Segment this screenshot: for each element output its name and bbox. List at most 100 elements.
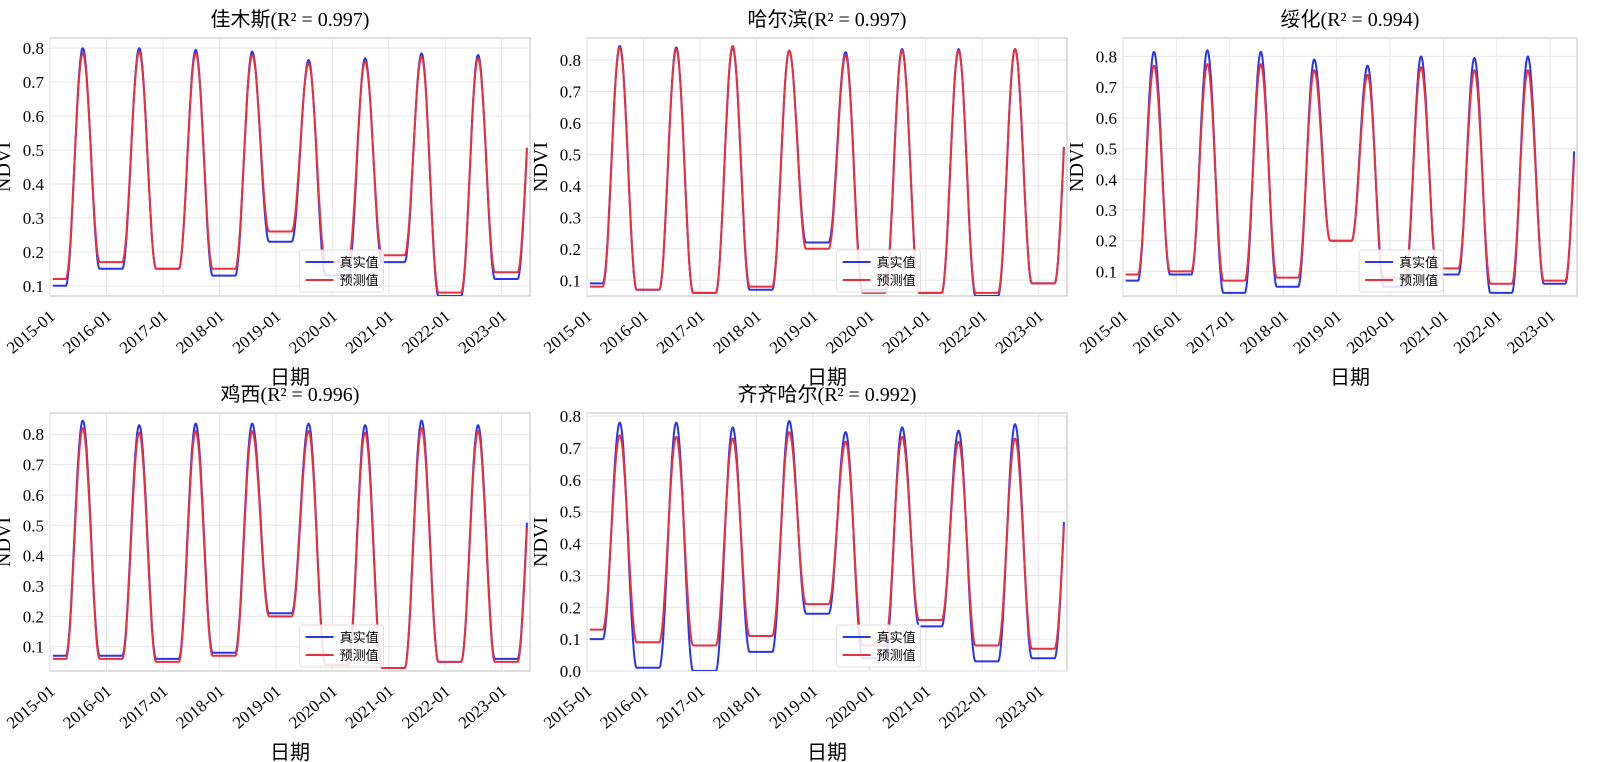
chart-title: 鸡西(R² = 0.996): [221, 383, 360, 406]
y-axis-label: NDVI: [0, 517, 15, 567]
legend-box: [299, 249, 385, 293]
y-tick-label: 0.4: [1096, 170, 1118, 189]
y-tick-label: 0.3: [23, 577, 44, 596]
y-tick-label: 0.7: [23, 73, 45, 92]
x-tick-label: 2017-01: [1183, 307, 1239, 358]
x-tick-label: 2016-01: [1129, 307, 1185, 358]
x-tick-label: 2016-01: [59, 682, 115, 733]
x-tick-label: 2018-01: [172, 682, 228, 733]
y-tick-label: 0.2: [23, 607, 44, 626]
y-tick-label: 0.1: [560, 271, 581, 290]
y-tick-label: 0.2: [560, 598, 581, 617]
x-tick-label: 2019-01: [1290, 307, 1346, 358]
chart-title: 佳木斯(R² = 0.997): [211, 8, 370, 31]
x-tick-label: 2018-01: [709, 307, 765, 358]
series-line-pred: [52, 50, 528, 294]
legend-box: [299, 624, 385, 668]
x-tick-label: 2023-01: [1503, 307, 1559, 358]
chart-title: 哈尔滨(R² = 0.997): [748, 8, 907, 31]
y-tick-label: 0.7: [23, 456, 45, 475]
y-tick-label: 0.8: [23, 39, 44, 58]
y-tick-label: 0.5: [560, 503, 581, 522]
x-tick-label: 2022-01: [1450, 307, 1506, 358]
legend-box: [836, 249, 922, 293]
y-tick-label: 0.3: [1096, 201, 1117, 220]
plot-area: [586, 37, 1068, 297]
legend-label: 预测值: [340, 648, 379, 663]
y-tick-label: 0.1: [23, 277, 44, 296]
x-tick-label: 2015-01: [540, 307, 596, 358]
chart-title: 绥化(R² = 0.994): [1281, 8, 1420, 31]
y-tick-label: 0.3: [560, 566, 581, 585]
legend-label: 真实值: [877, 630, 916, 645]
x-tick-label: 2020-01: [822, 307, 878, 358]
y-tick-label: 0.7: [560, 82, 582, 101]
y-axis-label: NDVI: [1066, 142, 1088, 192]
x-tick-label: 2019-01: [766, 682, 822, 733]
plot-area: [49, 412, 531, 672]
chart-panel-5: 0.0 0.1 0.2 0.3 0.4 0.5 0.6 0.7 0.8 2015-01 2016-0…: [530, 383, 1068, 762]
x-tick-label: 2017-01: [653, 682, 709, 733]
x-tick-label: 2021-01: [1396, 307, 1452, 358]
y-tick-label: 0.1: [1096, 262, 1117, 281]
x-tick-label: 2018-01: [1236, 307, 1292, 358]
y-tick-label: 0.6: [23, 486, 44, 505]
y-tick-label: 0.5: [560, 145, 581, 164]
legend-label: 真实值: [877, 255, 916, 270]
x-axis-label: 日期: [807, 367, 847, 389]
chart-panel-3: 0.10.20.30.40.50.60.70.82015-012016-0120…: [1066, 8, 1578, 389]
y-tick-label: 0.4: [560, 535, 582, 554]
y-tick-label: 0.5: [23, 516, 44, 535]
y-tick-label: 0.5: [23, 141, 44, 160]
x-tick-label: 2020-01: [285, 307, 341, 358]
x-tick-label: 2017-01: [116, 307, 172, 358]
y-tick-label: 0.7: [1096, 78, 1118, 97]
x-tick-label: 2021-01: [879, 307, 935, 358]
y-tick-label: 0.8: [1096, 47, 1117, 66]
series-line-pred: [589, 431, 1065, 650]
chart-title: 齐齐哈尔(R² = 0.992): [738, 383, 917, 406]
x-axis-label: 日期: [270, 367, 310, 389]
x-axis-label: 日期: [1330, 367, 1370, 389]
x-tick-label: 2015-01: [1076, 307, 1132, 358]
y-axis-label: NDVI: [530, 142, 552, 192]
x-tick-label: 2015-01: [540, 682, 596, 733]
y-tick-label: 0.1: [560, 630, 581, 649]
y-tick-label: 0.8: [560, 51, 581, 70]
series-line-pred: [589, 44, 1065, 294]
legend-label: 预测值: [340, 273, 379, 288]
x-tick-label: 2023-01: [455, 682, 511, 733]
x-tick-label: 2022-01: [398, 307, 454, 358]
y-tick-label: 0.4: [560, 177, 582, 196]
y-tick-label: 0.1: [23, 638, 44, 657]
x-tick-label: 2020-01: [1343, 307, 1399, 358]
y-tick-label: 0.6: [560, 471, 581, 490]
x-tick-label: 2015-01: [3, 307, 59, 358]
x-tick-label: 2018-01: [709, 682, 765, 733]
x-tick-label: 2021-01: [879, 682, 935, 733]
series-line-pred: [1125, 63, 1576, 285]
y-tick-label: 0.2: [23, 243, 44, 262]
legend-box: [836, 624, 922, 668]
legend-label: 预测值: [877, 273, 916, 288]
y-tick-label: 0.7: [560, 439, 582, 458]
y-tick-label: 0.8: [23, 425, 44, 444]
y-tick-label: 0.8: [560, 407, 581, 426]
y-tick-label: 0.0: [560, 662, 581, 681]
x-axis-label: 日期: [270, 742, 310, 762]
x-tick-label: 2015-01: [3, 682, 59, 733]
y-tick-label: 0.6: [560, 114, 581, 133]
x-tick-label: 2023-01: [455, 307, 511, 358]
y-tick-label: 0.2: [560, 240, 581, 259]
x-tick-label: 2023-01: [992, 682, 1048, 733]
plot-area: [1122, 37, 1578, 297]
x-tick-label: 2019-01: [766, 307, 822, 358]
plot-area: [49, 37, 531, 297]
x-tick-label: 2019-01: [229, 307, 285, 358]
x-tick-label: 2020-01: [822, 682, 878, 733]
